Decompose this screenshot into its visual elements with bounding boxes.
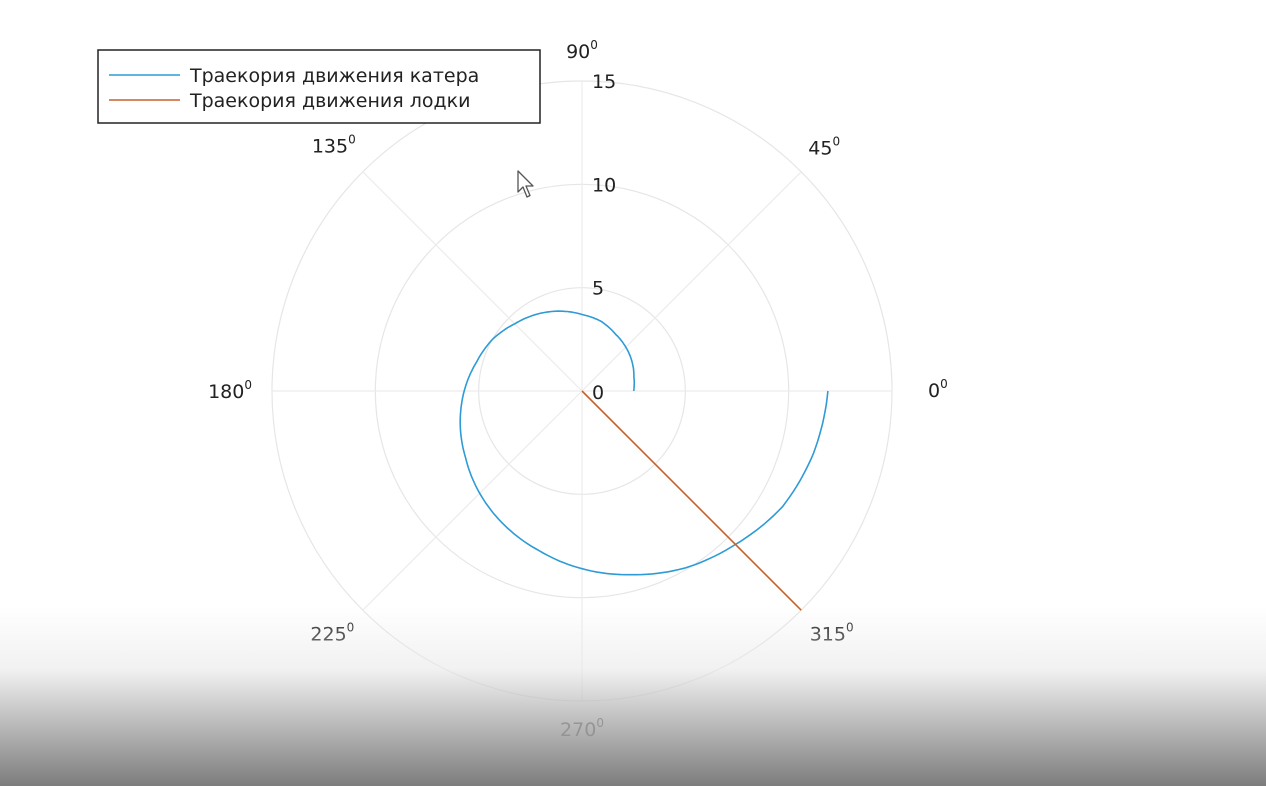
- angle-tick-label-6: 2700: [560, 716, 604, 741]
- legend: Траекория движения катера Траекория движ…: [97, 49, 541, 124]
- angle-tick-label-7: 3150: [810, 621, 854, 646]
- angle-tick-label-0: 00: [928, 377, 948, 402]
- angle-tick-label-4: 1800: [208, 378, 252, 403]
- angle-tick-label-3: 1350: [312, 133, 356, 158]
- grid-spoke-1: [581, 171, 802, 392]
- r-tick-label-3: 15: [592, 71, 616, 93]
- legend-box: [97, 49, 541, 124]
- mouse-pointer-icon: [517, 170, 534, 198]
- legend-label-1: Траекория движения лодки: [189, 90, 470, 112]
- grid-spoke-5: [362, 390, 583, 611]
- angle-tick-label-5: 2250: [310, 621, 354, 646]
- angle-tick-labels: 00 450 900 1350 1800 2250 2700 3150: [208, 38, 948, 741]
- grid-spoke-3: [362, 171, 583, 392]
- angle-tick-label-1: 450: [808, 135, 840, 160]
- legend-label-0: Траекория движения катера: [189, 65, 479, 87]
- angle-tick-label-2: 900: [566, 38, 598, 63]
- r-tick-label-2: 10: [592, 174, 616, 196]
- r-tick-label-1: 5: [592, 278, 604, 300]
- series-line-1: [581, 390, 802, 611]
- radial-tick-labels: 0 5 10 15: [592, 71, 616, 404]
- r-tick-label-0: 0: [592, 382, 604, 404]
- series-line-0: [459, 310, 829, 576]
- series-layer: [459, 310, 829, 611]
